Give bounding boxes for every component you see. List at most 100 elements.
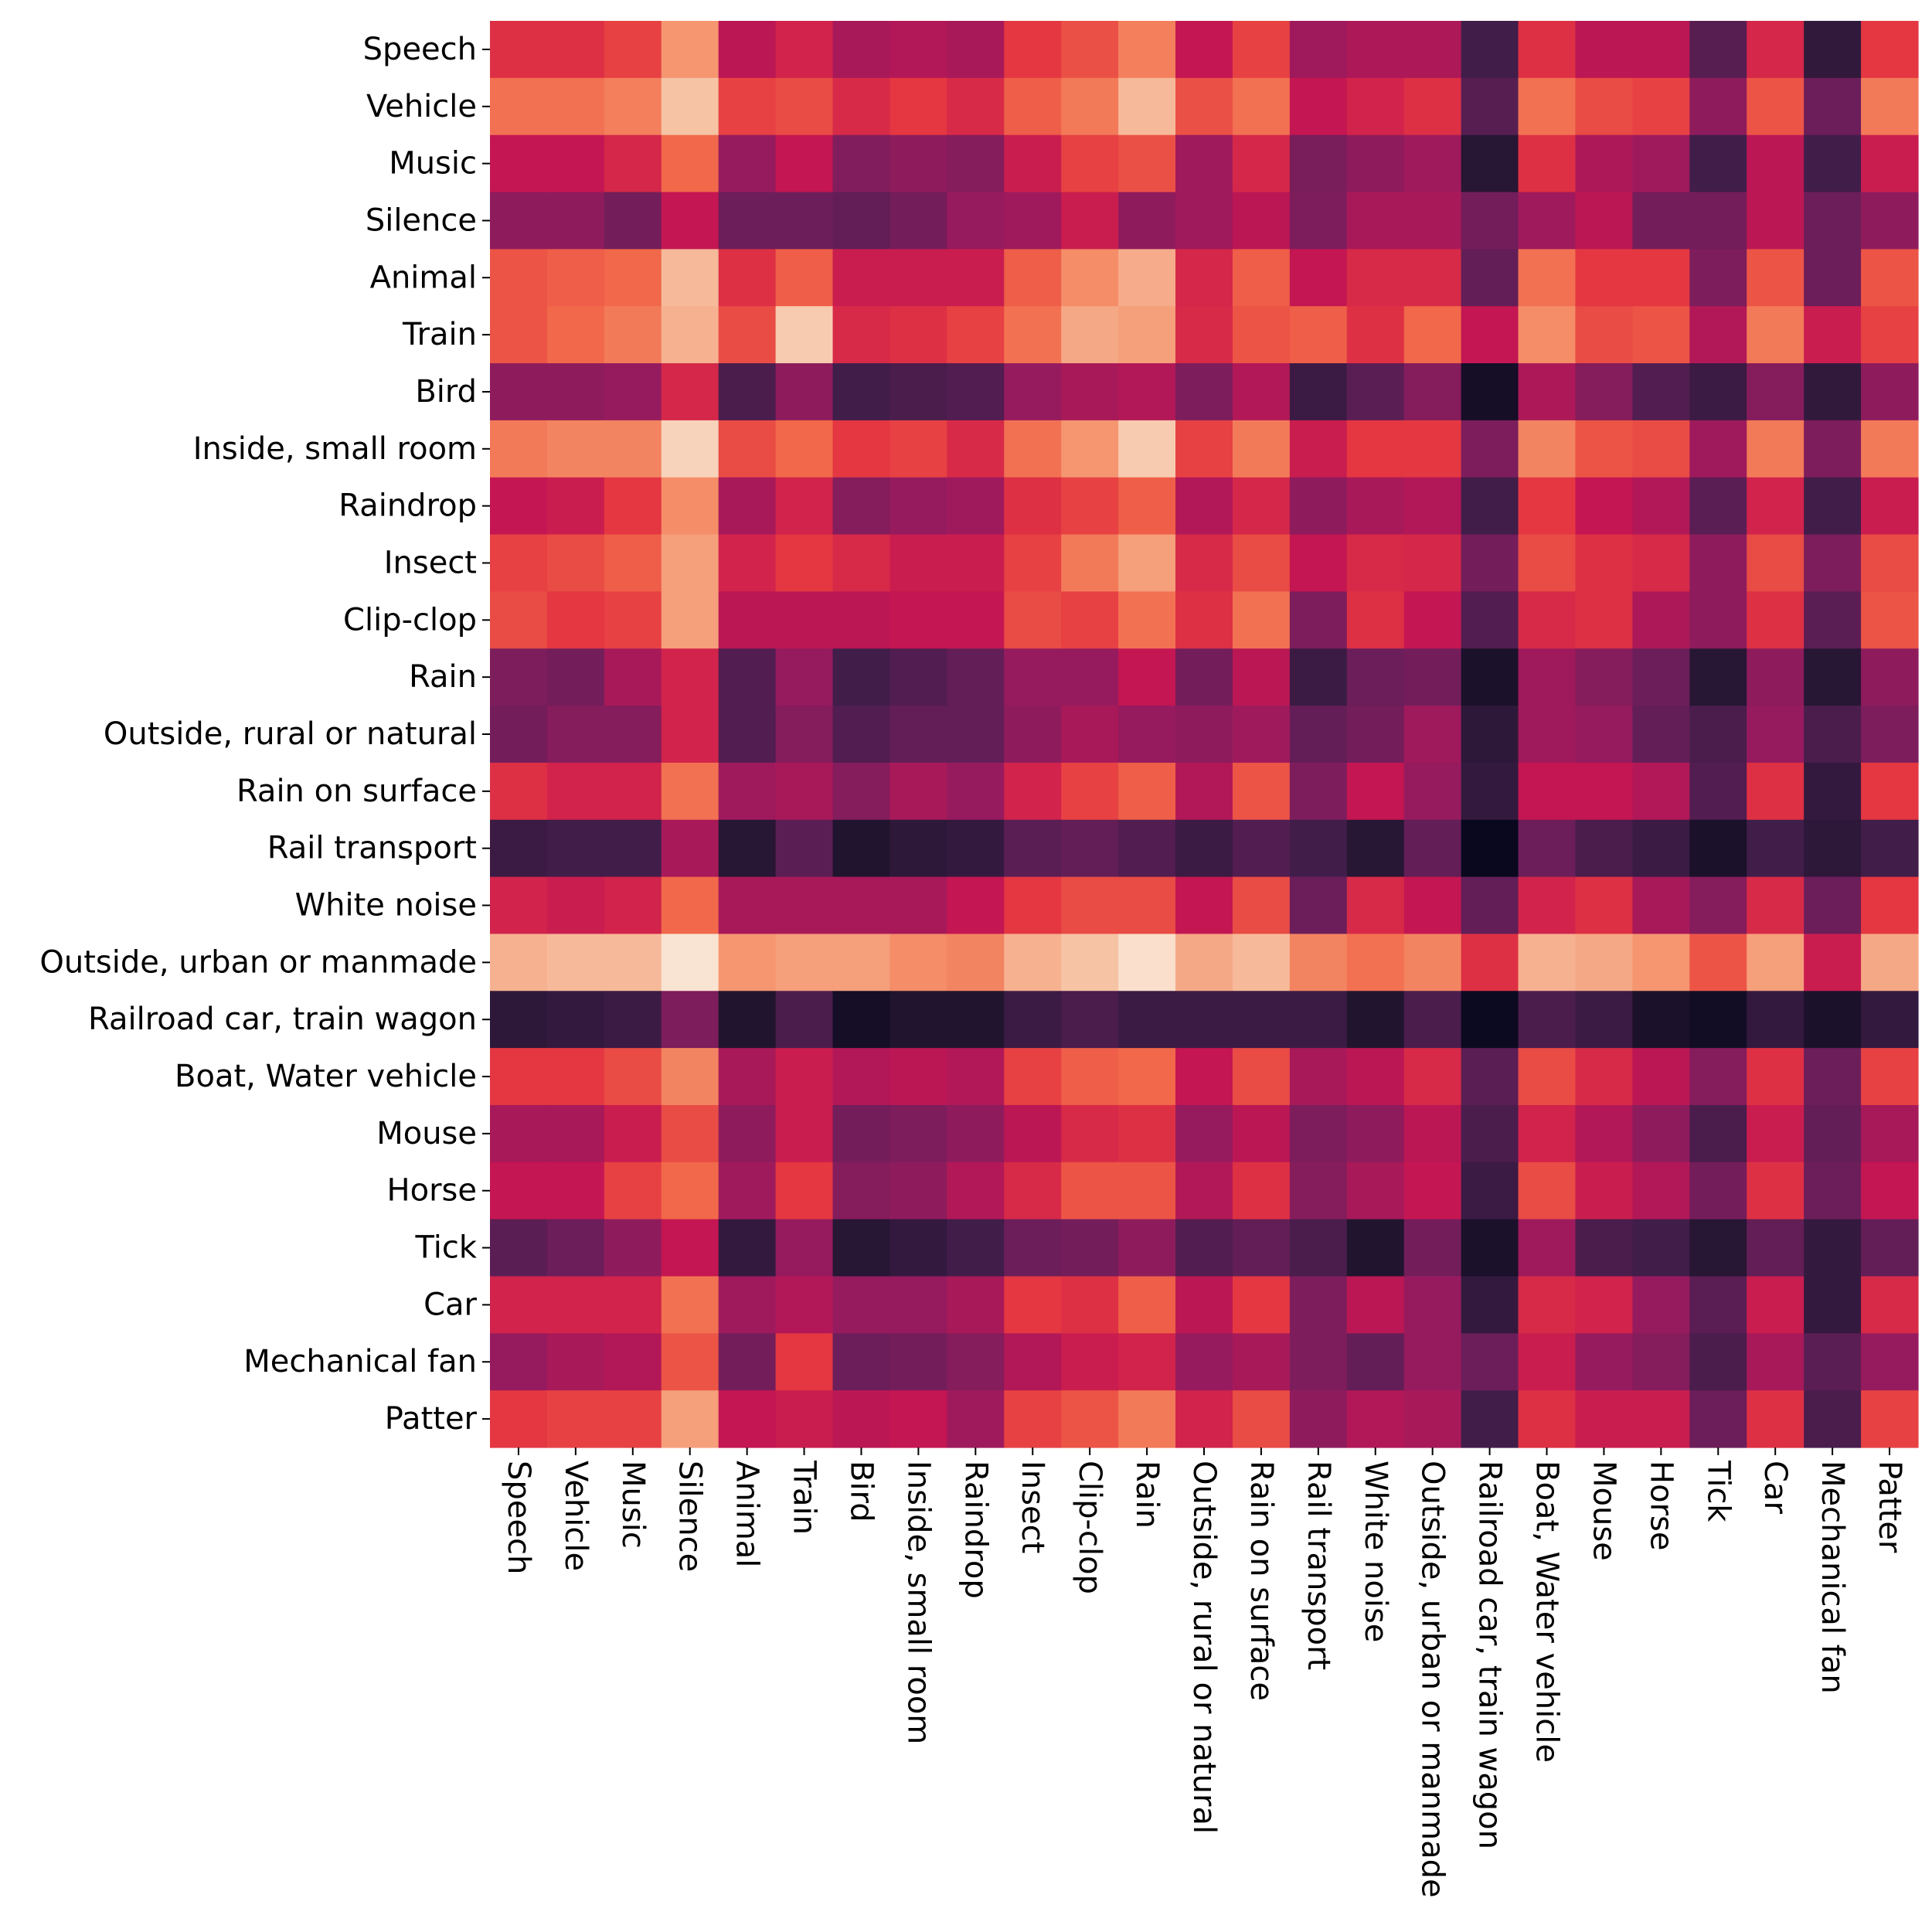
heatmap-cell [604,819,662,878]
heatmap-cell [546,819,605,878]
heatmap-cell [661,1333,719,1391]
heatmap-cell [1061,192,1119,250]
heatmap-cell [490,706,548,764]
heatmap-cell [1575,77,1633,136]
x-tick-label: Horse [1643,1461,1679,1550]
heatmap-cell [1804,534,1862,592]
heatmap-cell [1461,1048,1519,1106]
heatmap-cell [1518,134,1577,193]
heatmap-cell [1232,991,1291,1049]
heatmap-cell [775,21,834,79]
heatmap-cell [546,420,605,478]
heatmap-cell [1118,1333,1176,1391]
heatmap-cell [1004,706,1062,764]
heatmap-cell [1689,991,1747,1049]
heatmap-cell [1118,991,1176,1049]
heatmap-cell [1403,192,1462,250]
heatmap-cell [1461,134,1519,193]
heatmap-cell [947,1390,1005,1448]
heatmap-cell [1689,1390,1747,1448]
heatmap-cell [1518,648,1577,706]
y-tick-label: Boat, Water vehicle [175,1059,477,1094]
heatmap-cell [1061,762,1119,821]
heatmap-cell [1689,934,1747,992]
heatmap-cell [1004,420,1062,478]
heatmap-cell [661,534,719,592]
y-tick-label: Patter [385,1401,478,1437]
heatmap-cell [1346,876,1405,935]
heatmap-cell [1575,1276,1633,1334]
heatmap-cell [832,762,891,821]
heatmap-cell [1804,1048,1862,1106]
heatmap-cell [1004,876,1062,935]
heatmap-cell [1461,249,1519,307]
heatmap-cell [604,1276,662,1334]
heatmap-cell [1232,21,1291,79]
heatmap-cell [1747,706,1804,764]
heatmap-cell [718,249,777,307]
heatmap-cell [1632,1104,1690,1163]
heatmap-cell [490,819,548,878]
x-tick-label: Boat, Water vehicle [1529,1461,1565,1763]
y-tick-label: Horse [387,1173,477,1209]
heatmap-cell [1518,77,1577,136]
heatmap-cell [1689,192,1747,250]
heatmap-cell [1289,1390,1348,1448]
heatmap-cell [1175,1048,1233,1106]
heatmap-cell [1804,363,1862,421]
heatmap-cell [1061,249,1119,307]
heatmap-cell [1004,1219,1062,1277]
heatmap-cell [1232,934,1291,992]
heatmap-cell [775,591,834,649]
heatmap-cell [1804,819,1862,878]
x-axis-tick-labels: Speech Vehicle Music Silence Animal Train Bird… [501,1447,1907,1898]
heatmap-cell [947,249,1005,307]
heatmap-cell [1175,1390,1233,1448]
heatmap-cell [775,706,834,764]
heatmap-cell [1118,876,1176,935]
heatmap-cell [1061,876,1119,935]
heatmap-cell [1175,134,1233,193]
x-tick-label: Speech [501,1461,536,1574]
heatmap-cell [1575,991,1633,1049]
x-tick-label: Rail transport [1301,1461,1336,1670]
heatmap-cell [1747,21,1804,79]
heatmap-cell [490,1219,548,1277]
heatmap-cell [947,420,1005,478]
heatmap-cell [1861,192,1919,250]
heatmap-cell [832,420,891,478]
heatmap-cell [1061,1276,1119,1334]
heatmap-cell [1118,306,1176,364]
heatmap-cell [1403,819,1462,878]
heatmap-cell [1861,934,1919,992]
heatmap-cell [718,1048,777,1106]
heatmap-cell [832,134,891,193]
heatmap-cell [1403,991,1462,1049]
y-tick-label: Mechanical fan [243,1344,477,1379]
heatmap-cell [889,706,947,764]
heatmap-cell [490,306,548,364]
heatmap-cell [1689,591,1747,649]
heatmap-cell [1403,1048,1462,1106]
heatmap-cell [1289,648,1348,706]
heatmap-cell [1061,934,1119,992]
heatmap-cell [1861,591,1919,649]
heatmap-cell [1061,477,1119,536]
heatmap-cell [1004,77,1062,136]
heatmap-cell [1232,77,1291,136]
y-tick-label: Railroad car, train wagon [88,1002,477,1037]
heatmap-cell [490,420,548,478]
x-tick-label: White noise [1358,1461,1393,1642]
heatmap-cell [947,762,1005,821]
heatmap-cell [661,363,719,421]
heatmap-cell [889,991,947,1049]
heatmap-cell [889,1390,947,1448]
heatmap-cell [1004,1333,1062,1391]
heatmap-cell [1118,762,1176,821]
heatmap-cell [718,591,777,649]
heatmap-cell [604,591,662,649]
y-tick-label: Insect [384,545,477,580]
heatmap-cell [1175,648,1233,706]
heatmap-cell [1346,1219,1405,1277]
